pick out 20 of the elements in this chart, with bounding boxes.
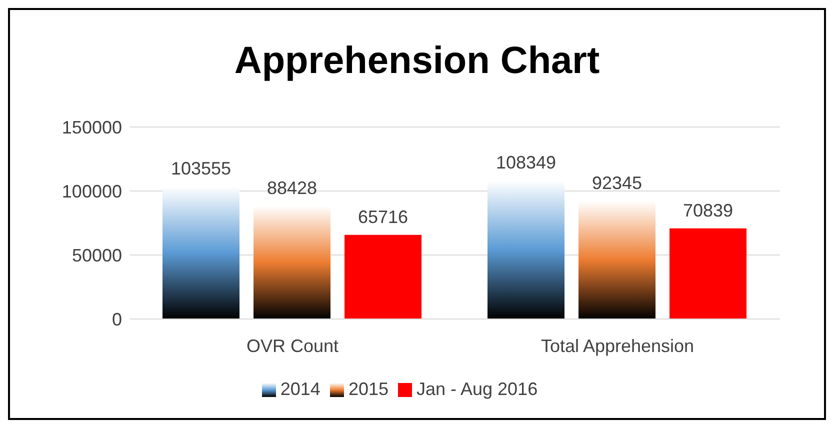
legend-label: 2015 — [348, 379, 388, 399]
data-label: 70839 — [682, 200, 734, 220]
y-tick-label: 50000 — [72, 245, 122, 266]
chart-title: Apprehension Chart — [233, 40, 601, 83]
data-label: 103555 — [170, 158, 232, 178]
bar — [578, 200, 656, 319]
x-tick-label: Total Apprehension — [540, 336, 694, 356]
data-label: 65716 — [358, 206, 408, 227]
x-tick-label: OVR Count — [246, 336, 339, 356]
bar — [670, 228, 746, 319]
y-tick-label: 150000 — [62, 117, 122, 138]
legend-label: Jan - Aug 2016 — [416, 379, 538, 399]
legend-label: 2014 — [280, 379, 320, 399]
data-label: 108349 — [496, 152, 556, 172]
y-tick-label: 100000 — [62, 181, 122, 202]
data-label: 88428 — [266, 178, 318, 198]
data-label: 92345 — [592, 172, 642, 193]
y-tick-label: 0 — [112, 309, 122, 330]
bar — [254, 206, 330, 319]
bar — [344, 234, 422, 319]
